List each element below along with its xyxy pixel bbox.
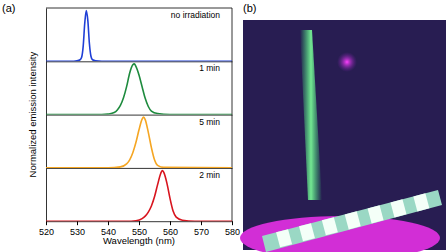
frame	[232, 115, 233, 168]
x-axis-title: Wavelength (nm)	[103, 235, 175, 246]
x-tick-label: 570	[194, 227, 209, 237]
x-tick: 520	[39, 221, 54, 236]
strip-band	[390, 199, 406, 217]
y-axis-line	[46, 62, 47, 115]
panel: 5205305405505605705802 min	[39, 168, 240, 237]
strip-band	[368, 205, 384, 223]
x-tick: 580	[225, 221, 240, 236]
panel-label: (a)	[2, 2, 15, 14]
plot-area	[46, 11, 232, 62]
x-tick-mark	[108, 221, 109, 225]
spectrum-line	[46, 64, 232, 115]
plot-area	[46, 170, 232, 221]
spectrum-line	[46, 170, 232, 221]
x-tick: 570	[194, 221, 209, 236]
annotation: no irradiation	[171, 10, 220, 20]
x-tick-label: 580	[225, 227, 240, 237]
x-tick-label: 520	[39, 227, 54, 237]
plot-area	[46, 117, 232, 168]
x-axis	[47, 115, 233, 116]
panel: 5 min	[46, 115, 233, 169]
spectrum-line	[46, 117, 232, 168]
x-axis-line	[47, 168, 233, 169]
y-axis-line	[46, 168, 47, 221]
frame	[232, 8, 233, 61]
plot-area	[46, 64, 232, 115]
strip-band	[276, 229, 292, 247]
photo	[240, 20, 446, 252]
light-spot	[337, 52, 357, 72]
strip-band	[299, 223, 315, 241]
x-tick-mark	[46, 221, 47, 225]
panel: no irradiation	[46, 8, 233, 62]
panel: 1 min	[46, 61, 233, 115]
strip	[262, 190, 442, 252]
x-tick-mark	[201, 221, 202, 225]
x-tick-mark	[77, 221, 78, 225]
annotation: 5 min	[199, 117, 220, 127]
laser-streak	[300, 30, 322, 200]
frame	[232, 168, 233, 221]
panel-label: (b)	[243, 2, 256, 14]
y-axis	[46, 115, 47, 168]
y-axis	[46, 62, 47, 115]
annotation: 1 min	[199, 63, 220, 73]
frame	[232, 61, 233, 114]
frame	[46, 8, 232, 9]
y-axis	[46, 9, 47, 62]
x-tick-mark	[232, 221, 233, 225]
x-tick-mark	[139, 221, 140, 225]
spectrum-line	[46, 11, 232, 62]
y-axis-line	[46, 115, 47, 168]
x-axis	[47, 168, 233, 169]
x-axis-line	[47, 61, 233, 62]
annotation: 2 min	[199, 170, 220, 180]
strip-band	[322, 217, 338, 235]
x-axis-line	[47, 115, 233, 116]
y-axis-line	[46, 9, 47, 62]
x-tick-label: 530	[70, 227, 85, 237]
y-axis-title: Normalized emission intensity	[27, 52, 38, 178]
strip-band	[345, 211, 361, 229]
figure: (a) (b) no irradiation Normalized emission …	[0, 0, 448, 252]
x-axis	[47, 61, 233, 62]
x-tick-mark	[170, 221, 171, 225]
x-tick: 530	[70, 221, 85, 236]
y-axis	[46, 168, 47, 221]
strip-band	[413, 193, 429, 211]
